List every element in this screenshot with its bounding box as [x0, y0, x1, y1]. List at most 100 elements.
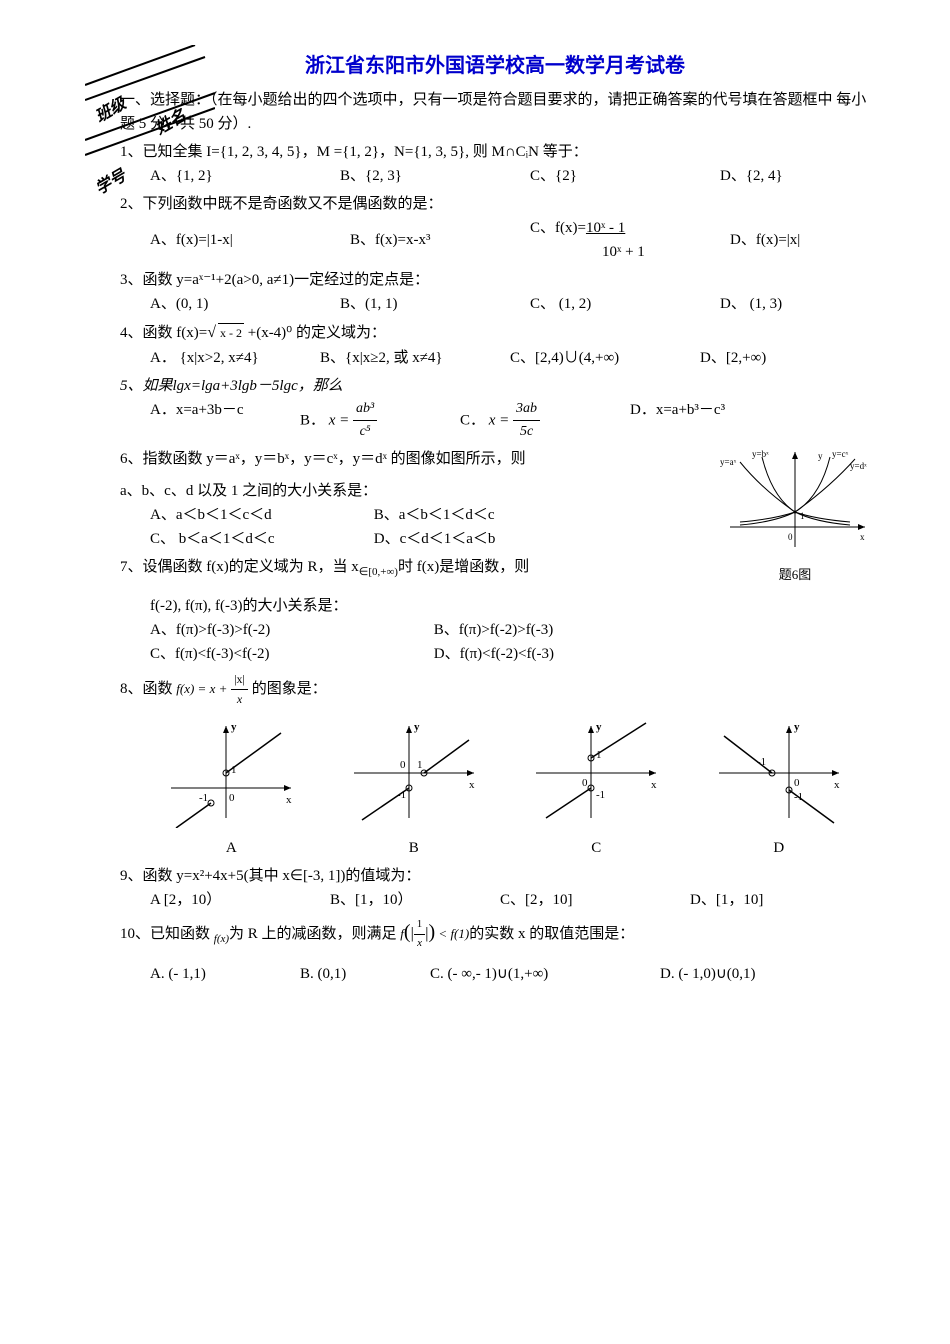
q1-opt-c: C、{2}	[530, 164, 720, 188]
q8-num: |x|	[231, 670, 248, 690]
q6-opt-d: D、c＜d＜1＜a＜b	[374, 531, 496, 547]
svg-text:y=dˣ: y=dˣ	[850, 461, 867, 471]
q3-opt-c: C、 (1, 2)	[530, 292, 720, 316]
q10-ineq-post: < f(1)	[435, 926, 469, 941]
q8-label-b: B	[344, 836, 484, 860]
q4-opt-a: A． {x|x>2, x≠4}	[150, 346, 320, 370]
q9-text: 9、函数 y=x²+4x+5(其中 x∈[-3, 1])的值域为：	[120, 864, 870, 888]
q7-sub: ∈[0,+∞)	[359, 566, 398, 578]
exam-title: 浙江省东阳市外国语学校高一数学月考试卷	[120, 50, 870, 82]
q5-c-den: 5c	[513, 421, 540, 443]
q10-tail: 的实数 x 的取值范围是：	[469, 926, 634, 942]
q2-opt-c: C、f(x)=10ˣ - 1 10ˣ + 1	[530, 216, 730, 264]
question-4: 4、函数 f(x)=√x - 2 +(x-4)⁰ 的定义域为： A． {x|x>…	[120, 320, 870, 370]
question-1: 1、已知全集 I={1, 2, 3, 4, 5}，M ={1, 2}，N={1,…	[120, 140, 870, 188]
q9-opt-a: A [2，10）	[150, 888, 330, 912]
q8-graph-a: y x 0 1 -1 A	[161, 718, 301, 860]
question-5: 5、如果lgx=lga+3lgb－5lgc，那么 A．x=a+3b－c B． x…	[120, 374, 870, 444]
q8-graph-b: y x 0 1 -1 B	[344, 718, 484, 860]
section-1-heading: 一、选择题：（在每小题给出的四个选项中，只有一项是符合题目要求的，请把正确答案的…	[120, 88, 870, 136]
q5-b-eq: x =	[329, 412, 350, 428]
q10-opt-d: D. (- 1,0)∪(0,1)	[660, 962, 756, 986]
svg-text:y: y	[818, 451, 823, 461]
q10-pre: 10、已知函数	[120, 926, 214, 942]
q2-c-den: 10ˣ + 1	[602, 244, 645, 260]
q7-opt-a: A、f(π)>f(-3)>f(-2)	[150, 618, 430, 642]
svg-text:y: y	[414, 721, 420, 733]
q9-opt-c: C、[2，10]	[500, 888, 690, 912]
q8-label-a: A	[161, 836, 301, 860]
q5-b-den: c⁵	[353, 421, 377, 443]
svg-text:y: y	[794, 721, 800, 733]
q8-label-d: D	[709, 836, 849, 860]
q9-opt-b: B、[1，10）	[330, 888, 500, 912]
q9-opt-d: D、[1，10]	[690, 888, 763, 912]
q2-c-prefix: C、f(x)=	[530, 220, 586, 236]
q2-opt-b: B、f(x)=x-x³	[350, 228, 530, 252]
q7-post: 时 f(x)是增函数，则	[398, 559, 529, 575]
q2-opt-a: A、f(x)=|1-x|	[150, 228, 350, 252]
svg-text:-1: -1	[596, 789, 605, 801]
q6-caption: 题6图	[720, 565, 870, 586]
q4-pre: 4、函数 f(x)=	[120, 325, 207, 341]
svg-text:x: x	[651, 779, 657, 791]
svg-text:x: x	[860, 532, 865, 542]
q5-opt-d: D．x=a+b³－c³	[630, 398, 725, 422]
svg-text:x: x	[286, 794, 292, 806]
q6-opt-a: A、a＜b＜1＜c＜d	[150, 503, 370, 527]
q4-opt-b: B、{x|x≥2, 或 x≠4}	[320, 346, 510, 370]
q5-c-pre: C．	[460, 412, 485, 428]
q1-opt-b: B、{2, 3}	[340, 164, 530, 188]
q5-c-num: 3ab	[513, 398, 540, 421]
q8-text: 8、函数 f(x) = x + |x|x 的图象是：	[120, 670, 870, 709]
q3-text: 3、函数 y=aˣ⁻¹+2(a>0, a≠1)一定经过的定点是：	[120, 268, 870, 292]
q4-post: +(x-4)⁰ 的定义域为：	[244, 325, 386, 341]
q7-opt-c: C、f(π)<f(-3)<f(-2)	[150, 642, 430, 666]
q10-text: 10、已知函数 f(x)为 R 上的减函数，则满足 f(|1x|) < f(1)…	[120, 916, 870, 953]
q6-opt-c: C、 b＜a＜1＜d＜c	[150, 527, 370, 551]
q5-c-eq: x =	[489, 412, 510, 428]
svg-text:y=cˣ: y=cˣ	[832, 449, 849, 459]
q2-opt-d: D、f(x)=|x|	[730, 228, 800, 252]
svg-text:x: x	[469, 779, 475, 791]
svg-text:0: 0	[788, 532, 793, 542]
q2-text: 2、下列函数中既不是奇函数又不是偶函数的是：	[120, 192, 870, 216]
q10-abs-num: 1	[414, 916, 426, 935]
q8-label-c: C	[526, 836, 666, 860]
q3-opt-d: D、 (1, 3)	[720, 292, 782, 316]
q8-eq: f(x) = x +	[176, 681, 227, 696]
svg-text:0: 0	[794, 777, 800, 789]
q8-post: 的图象是：	[252, 681, 327, 697]
q10-abs-den: x	[414, 935, 426, 953]
svg-text:y: y	[596, 721, 602, 733]
q10-opt-b: B. (0,1)	[300, 962, 430, 986]
svg-text:-1: -1	[199, 792, 208, 804]
q1-opt-d: D、{2, 4}	[720, 164, 783, 188]
svg-text:y=bˣ: y=bˣ	[752, 449, 769, 459]
q8-pre: 8、函数	[120, 681, 176, 697]
svg-text:y: y	[231, 721, 237, 733]
q1-text: 1、已知全集 I={1, 2, 3, 4, 5}，M ={1, 2}，N={1,…	[120, 140, 870, 164]
q8-den: x	[231, 690, 248, 709]
q10-opt-a: A. (- 1,1)	[150, 962, 300, 986]
q6-figure: y x 0 1 y=aˣ y=bˣ y=cˣ y=dˣ 题6图	[720, 447, 870, 586]
svg-text:y=aˣ: y=aˣ	[720, 457, 737, 467]
q7-opt-b: B、f(π)>f(-2)>f(-3)	[434, 622, 553, 638]
question-3: 3、函数 y=aˣ⁻¹+2(a>0, a≠1)一定经过的定点是： A、(0, 1…	[120, 268, 870, 316]
q10-mid: 为 R 上的减函数，则满足	[229, 926, 400, 942]
svg-text:0: 0	[582, 777, 588, 789]
svg-text:1: 1	[417, 759, 423, 771]
question-10: 10、已知函数 f(x)为 R 上的减函数，则满足 f(|1x|) < f(1)…	[120, 916, 870, 987]
q3-opt-a: A、(0, 1)	[150, 292, 340, 316]
q8-graphs: y x 0 1 -1 A y	[140, 718, 870, 860]
q4-sqrt: x - 2	[218, 323, 244, 343]
q5-b-num: ab³	[353, 398, 377, 421]
q4-text: 4、函数 f(x)=√x - 2 +(x-4)⁰ 的定义域为：	[120, 320, 870, 346]
q10-opt-c: C. (- ∞,- 1)∪(1,+∞)	[430, 962, 660, 986]
q3-opt-b: B、(1, 1)	[340, 292, 530, 316]
question-6: y x 0 1 y=aˣ y=bˣ y=cˣ y=dˣ 题6图 6、指数函数 y…	[120, 447, 870, 551]
question-2: 2、下列函数中既不是奇函数又不是偶函数的是： A、f(x)=|1-x| B、f(…	[120, 192, 870, 264]
svg-text:0: 0	[400, 759, 406, 771]
q4-opt-d: D、[2,+∞)	[700, 346, 766, 370]
svg-text:0: 0	[229, 792, 235, 804]
